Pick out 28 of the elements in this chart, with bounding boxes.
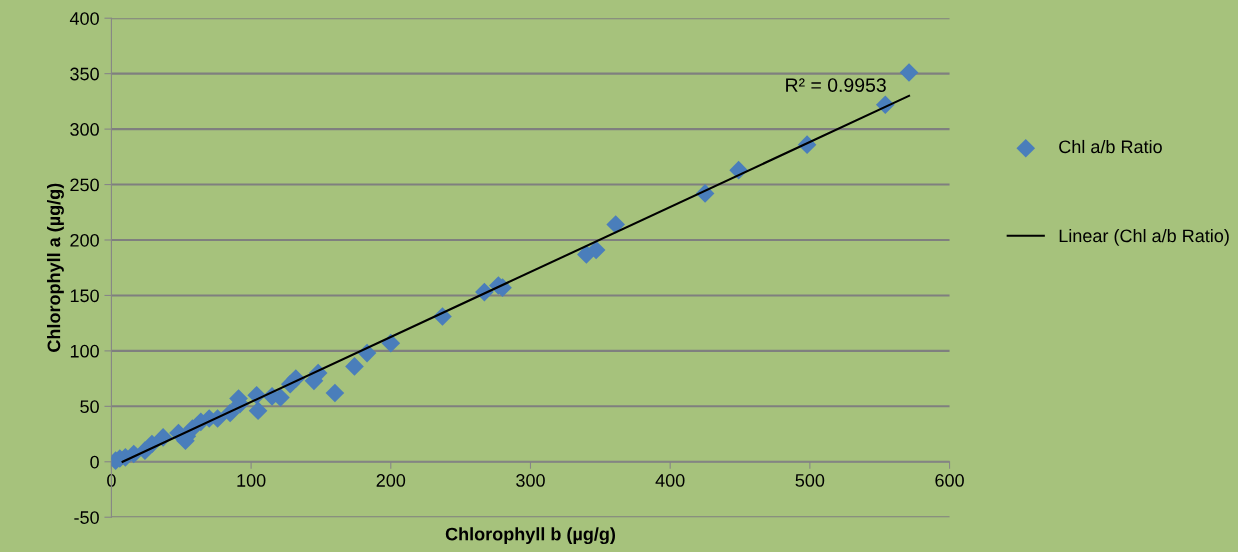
point [345, 357, 364, 376]
legend-label: Linear (Chl a/b Ratio) [1059, 228, 1229, 246]
y-tick-label: 50 [80, 400, 99, 414]
point [248, 401, 268, 421]
annotation: R² = 0.9953 [786, 78, 886, 92]
y-tick-label: -50 [74, 511, 99, 524]
y-tick-label: 0 [90, 455, 99, 469]
y-tick-label: 400 [69, 12, 99, 25]
x-axis-title: Chlorophyll b (µg/g) [445, 527, 616, 545]
point [586, 240, 606, 260]
x-tick-label: 100 [237, 474, 266, 487]
x-tick-label: 200 [376, 474, 406, 487]
y-tick-label: 350 [70, 67, 99, 81]
point [606, 215, 626, 234]
x-tick-label: 600 [935, 474, 964, 487]
legend-label: Chl a/b Ratio [1059, 139, 1162, 154]
y-tick-label: 200 [70, 233, 99, 247]
y-axis-title: Chlorophyll a (µg/g) [47, 183, 64, 352]
x-tick-label: 0 [107, 474, 116, 487]
x-tick-label: 300 [516, 474, 545, 487]
y-tick-label: 150 [70, 289, 99, 303]
y-tick-label: 100 [70, 344, 99, 358]
x-tick-label: 500 [795, 474, 825, 487]
y-tick-label: 250 [70, 178, 99, 192]
x-tick-label: 400 [655, 474, 685, 487]
point [325, 383, 345, 403]
y-tick-label: 300 [70, 123, 99, 136]
point [899, 63, 919, 82]
